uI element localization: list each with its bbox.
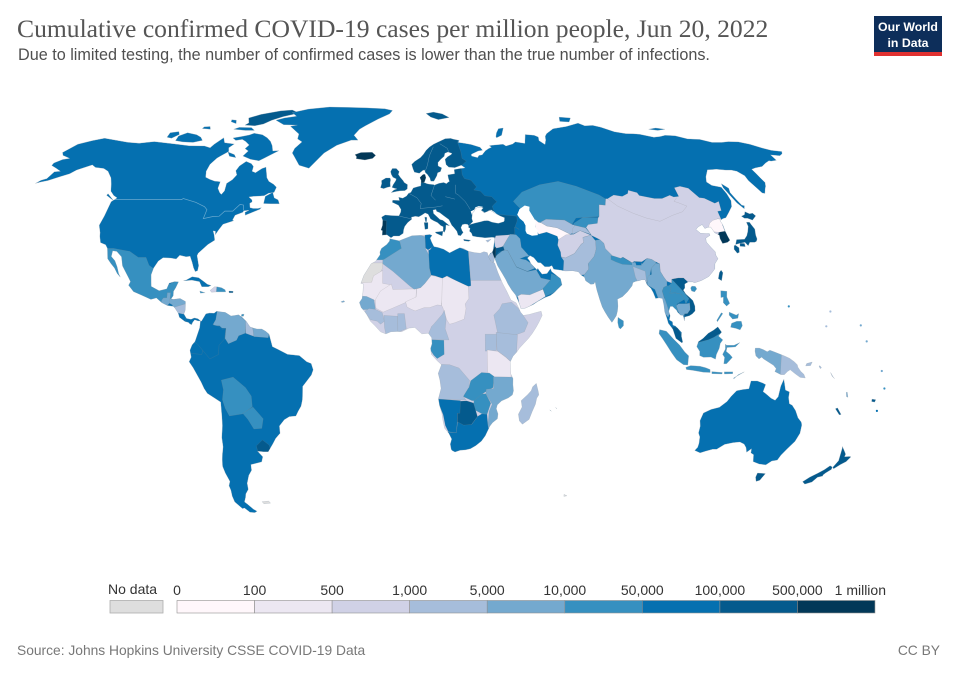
svg-text:100,000: 100,000 — [695, 582, 746, 598]
svg-text:0: 0 — [173, 582, 181, 598]
svg-text:1,000: 1,000 — [392, 582, 427, 598]
svg-text:5,000: 5,000 — [470, 582, 505, 598]
svg-text:500,000: 500,000 — [772, 582, 823, 598]
svg-text:10,000: 10,000 — [543, 582, 586, 598]
svg-text:500: 500 — [320, 582, 344, 598]
svg-text:100: 100 — [243, 582, 267, 598]
svg-text:50,000: 50,000 — [621, 582, 664, 598]
svg-text:1 million: 1 million — [835, 582, 886, 598]
